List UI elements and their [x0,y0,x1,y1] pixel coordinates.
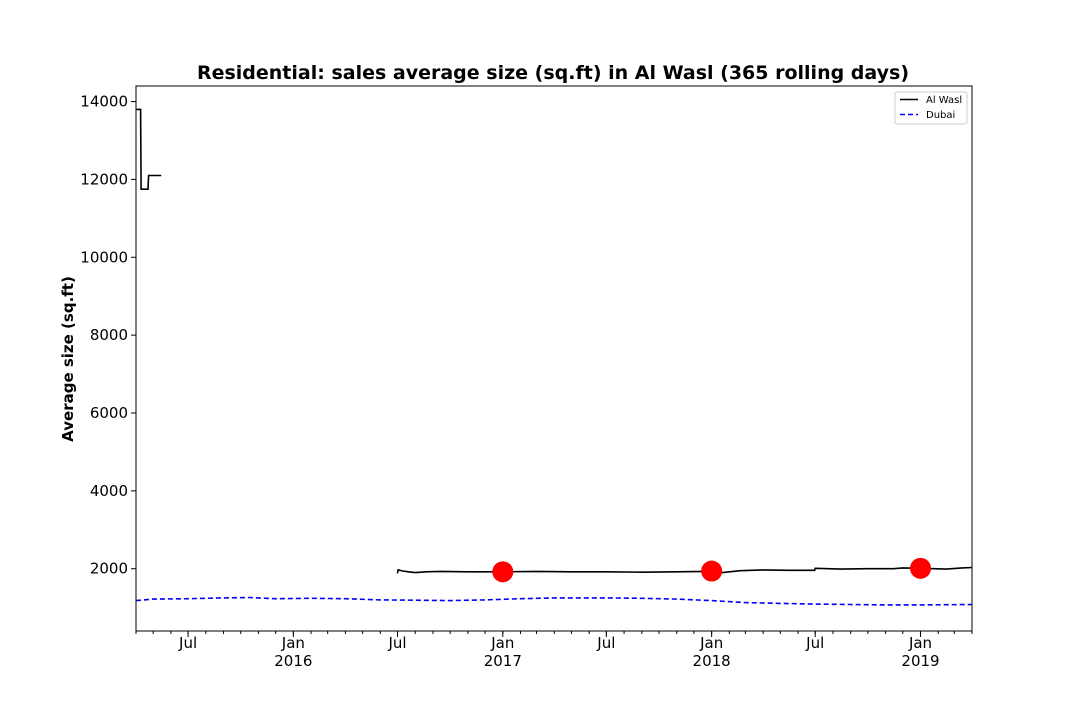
plot-frame [135,85,973,632]
x-tick-label-0: Jul [178,634,197,652]
x-tick-year-7: 2019 [901,652,939,670]
x-tick-label-2: Jul [387,634,406,652]
legend: Al Wasl Dubai [894,91,968,125]
series-line-al-wasl-1 [396,566,973,574]
x-tick-label-1: Jan [281,634,305,652]
highlight-point-2 [910,557,932,579]
y-tick-label-10000: 10000 [80,248,128,266]
series-line-dubai-0 [135,596,973,606]
legend-label-al-wasl: Al Wasl [926,95,962,106]
y-tick-label-12000: 12000 [80,170,128,188]
highlight-point-0 [492,561,514,583]
y-tick-label-14000: 14000 [80,93,128,111]
series-line-al-wasl-0 [136,108,162,190]
x-tick-year-5: 2018 [693,652,731,670]
plot-content [135,108,973,606]
legend-label-dubai: Dubai [926,110,955,121]
x-tick-label-7: Jan [908,634,932,652]
y-tick-label-4000: 4000 [90,482,128,500]
x-tick-label-3: Jan [490,634,514,652]
y-axis: 2000 4000 6000 8000 10000 12000 14000 [80,93,136,578]
x-tick-year-1: 2016 [274,652,312,670]
y-axis-label: Average size (sq.ft) [59,276,77,442]
x-tick-label-6: Jul [805,634,824,652]
chart-title: Residential: sales average size (sq.ft) … [197,62,909,84]
y-tick-label-6000: 6000 [90,404,128,422]
highlight-point-1 [701,560,723,582]
x-tick-label-4: Jul [596,634,615,652]
y-tick-label-8000: 8000 [90,326,128,344]
x-tick-label-5: Jan [699,634,723,652]
x-tick-year-3: 2017 [484,652,522,670]
y-tick-label-2000: 2000 [90,560,128,578]
